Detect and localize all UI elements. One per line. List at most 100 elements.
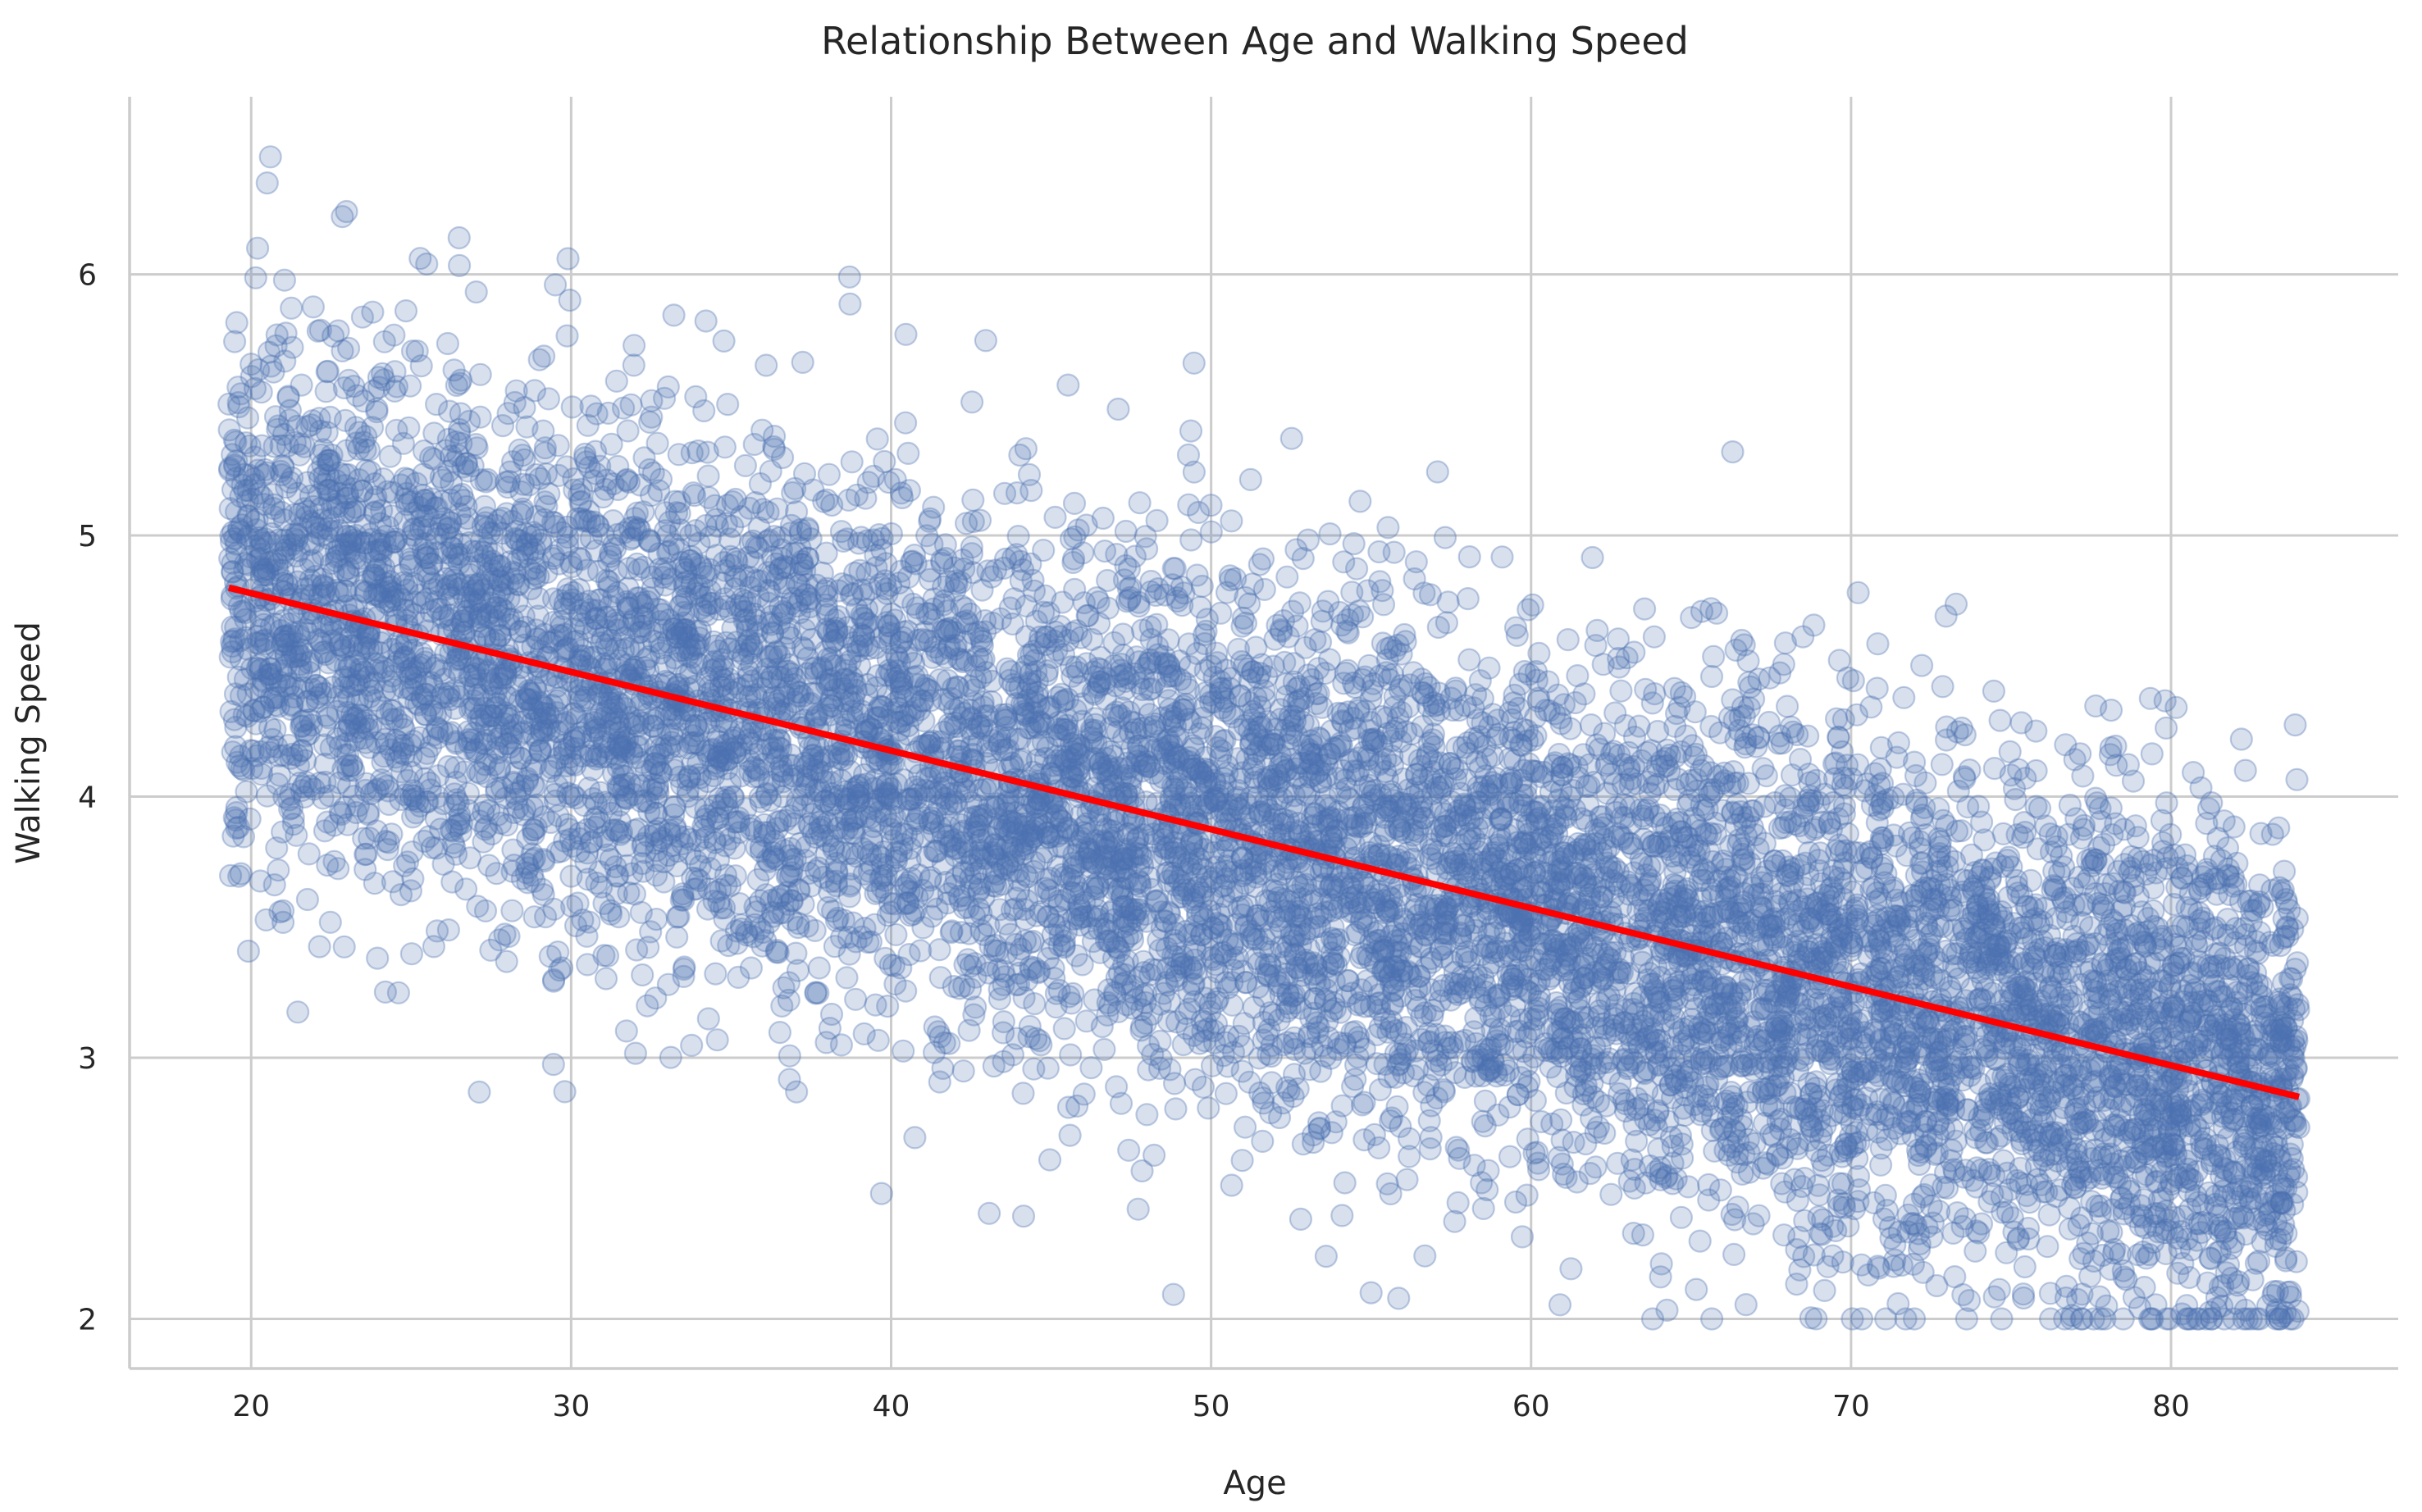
data-point [645, 431, 669, 455]
data-point [791, 350, 814, 374]
data-point [522, 379, 547, 403]
data-point [1014, 437, 1038, 461]
data-point [2026, 1131, 2050, 1154]
data-point [1524, 972, 1548, 996]
data-point [2125, 1074, 2149, 1098]
data-point [1120, 767, 1143, 790]
data-point [519, 681, 543, 706]
data-point [468, 1080, 491, 1104]
data-point [1329, 1000, 1352, 1024]
data-point [436, 331, 460, 356]
data-point [1462, 827, 1486, 850]
data-point [1777, 864, 1800, 888]
data-point [1795, 788, 1819, 813]
data-point [1720, 1202, 1744, 1227]
data-point [414, 790, 439, 814]
data-point [613, 834, 638, 858]
data-point [2185, 1032, 2209, 1056]
data-point [2216, 923, 2240, 947]
data-point [335, 525, 359, 549]
data-point [1241, 660, 1265, 684]
data-point [877, 786, 901, 810]
data-point [466, 573, 490, 597]
data-point [2039, 840, 2064, 864]
data-point [2223, 1162, 2246, 1186]
data-point [2200, 1019, 2224, 1043]
data-point [1175, 775, 1199, 799]
data-point [2039, 1307, 2063, 1331]
data-point [1812, 1004, 1836, 1028]
data-point [2155, 716, 2178, 740]
data-point [1179, 528, 1203, 552]
data-point [1387, 1287, 1411, 1310]
data-point [814, 593, 838, 617]
data-point [2225, 851, 2249, 875]
data-point [1950, 1045, 1973, 1070]
data-point [1362, 896, 1386, 920]
data-point [1204, 1012, 1229, 1036]
data-point [2131, 1119, 2155, 1144]
data-point [1267, 769, 1292, 794]
data-point [903, 1126, 927, 1150]
data-point [1214, 1082, 1238, 1105]
data-point [1959, 938, 1982, 963]
data-point [2151, 1132, 2175, 1156]
data-point [2068, 865, 2091, 889]
data-point [2274, 887, 2298, 912]
data-point [1395, 1168, 1419, 1191]
data-point [2119, 1093, 2144, 1117]
data-point [425, 919, 449, 943]
data-point [1402, 1063, 1425, 1088]
data-point [1199, 520, 1223, 544]
data-point [2140, 742, 2164, 766]
data-point [1931, 675, 1954, 699]
data-point [2150, 808, 2173, 832]
data-point [665, 925, 689, 949]
data-point [1179, 419, 1203, 443]
data-point [1498, 1145, 1522, 1168]
data-point [1397, 961, 1421, 986]
data-point [1704, 1002, 1727, 1026]
data-point [1382, 540, 1406, 564]
data-point [358, 540, 381, 564]
data-point [1269, 708, 1293, 731]
data-point [778, 1068, 801, 1091]
data-point [659, 1045, 682, 1069]
data-point [2024, 758, 2048, 783]
data-point [1238, 467, 1262, 492]
data-point [2173, 1040, 2197, 1063]
data-point [1813, 1278, 1836, 1303]
data-point [271, 820, 294, 844]
data-point [276, 385, 300, 409]
data-point [1955, 1098, 1979, 1122]
data-point [479, 719, 504, 744]
data-point [1939, 980, 1963, 1004]
data-point [339, 626, 363, 649]
data-point [500, 899, 524, 922]
data-point [1359, 687, 1383, 711]
data-point [2117, 1176, 2141, 1200]
data-point [1846, 581, 1870, 604]
data-point [1559, 1257, 1583, 1281]
data-point [998, 596, 1022, 620]
data-point [887, 696, 910, 720]
data-point [2205, 980, 2228, 1004]
data-point [366, 946, 390, 970]
data-point [844, 930, 868, 954]
data-point [1439, 686, 1463, 710]
data-point [1330, 758, 1355, 782]
data-point [1529, 795, 1553, 818]
data-point [412, 439, 436, 463]
data-point [2179, 1100, 2203, 1124]
data-point [977, 1201, 1001, 1225]
data-point [1414, 956, 1438, 980]
data-point [1174, 692, 1197, 716]
data-point [1982, 1285, 2006, 1309]
data-point [2009, 1052, 2032, 1076]
data-point [549, 537, 572, 562]
data-point [541, 1052, 565, 1077]
data-point [1251, 547, 1275, 571]
data-point [2070, 910, 2094, 935]
data-point [1699, 597, 1723, 621]
